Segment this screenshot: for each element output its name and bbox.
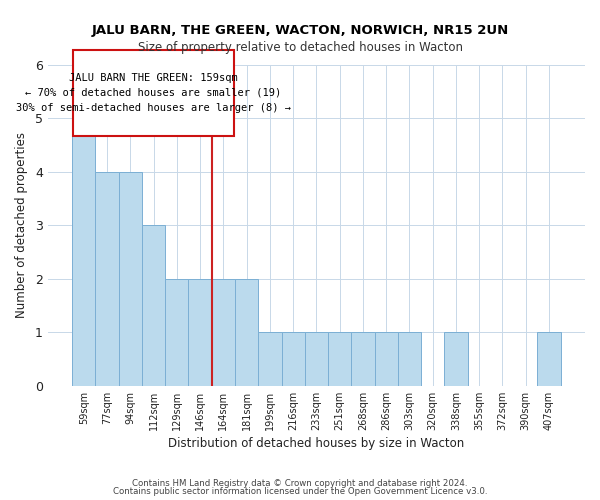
Bar [188,279,212,386]
Bar [538,332,560,386]
X-axis label: Distribution of detached houses by size in Wacton: Distribution of detached houses by size … [168,437,464,450]
Bar [351,332,374,386]
Bar [95,172,119,386]
Bar [281,332,305,386]
Bar [398,332,421,386]
Text: Contains public sector information licensed under the Open Government Licence v3: Contains public sector information licen… [113,487,487,496]
Y-axis label: Number of detached properties: Number of detached properties [15,132,28,318]
Text: JALU BARN THE GREEN: 159sqm
← 70% of detached houses are smaller (19)
30% of sem: JALU BARN THE GREEN: 159sqm ← 70% of det… [16,73,291,112]
Bar [72,118,95,386]
FancyBboxPatch shape [73,50,234,136]
Bar [119,172,142,386]
Text: JALU BARN, THE GREEN, WACTON, NORWICH, NR15 2UN: JALU BARN, THE GREEN, WACTON, NORWICH, N… [91,24,509,38]
Bar [142,226,165,386]
Bar [258,332,281,386]
Bar [165,279,188,386]
Text: Contains HM Land Registry data © Crown copyright and database right 2024.: Contains HM Land Registry data © Crown c… [132,478,468,488]
Bar [235,279,258,386]
Bar [374,332,398,386]
Bar [328,332,351,386]
Bar [305,332,328,386]
Text: Size of property relative to detached houses in Wacton: Size of property relative to detached ho… [137,41,463,54]
Bar [445,332,467,386]
Bar [212,279,235,386]
